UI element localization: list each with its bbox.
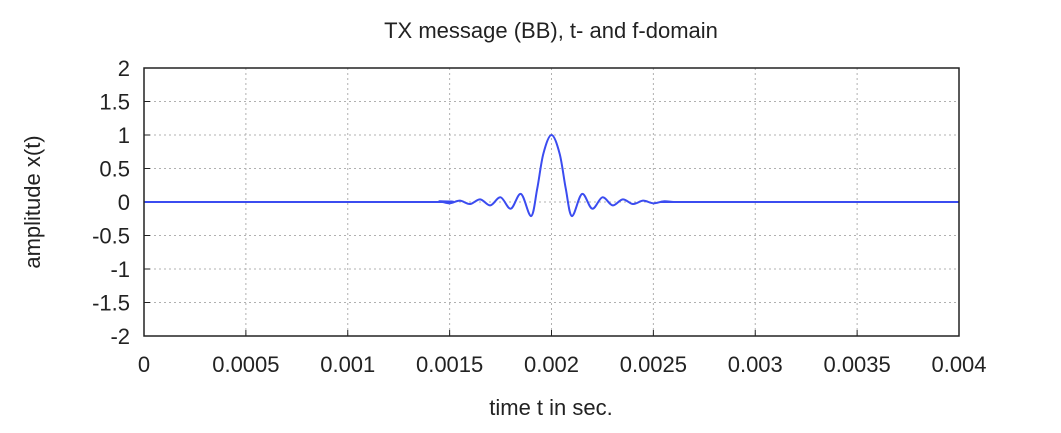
- x-tick-label: 0.001: [320, 352, 375, 377]
- x-tick-label: 0.0025: [620, 352, 687, 377]
- x-axis-ticks: 0 0.0005 0.001 0.0015 0.002 0.0025 0.003 0.0035…: [138, 330, 987, 377]
- y-tick-label: -1: [110, 257, 130, 282]
- x-tick-label: 0: [138, 352, 150, 377]
- y-tick-label: 1: [118, 123, 130, 148]
- x-tick-label: 0.0005: [212, 352, 279, 377]
- x-tick-label: 0.003: [728, 352, 783, 377]
- x-tick-label: 0.0035: [823, 352, 890, 377]
- x-tick-label: 0.0015: [416, 352, 483, 377]
- y-axis-label: amplitude x(t): [20, 135, 45, 268]
- x-tick-label: 0.002: [524, 352, 579, 377]
- x-axis-label: time t in sec.: [489, 395, 612, 420]
- x-tick-label: 0.004: [931, 352, 986, 377]
- chart-title: TX message (BB), t- and f-domain: [384, 18, 718, 43]
- y-tick-label: 0.5: [99, 157, 130, 182]
- y-tick-label: -0.5: [92, 224, 130, 249]
- y-tick-label: 1.5: [99, 90, 130, 115]
- y-tick-label: -1.5: [92, 291, 130, 316]
- plot-frame: [143, 67, 960, 337]
- y-tick-label: 2: [118, 56, 130, 81]
- series-layer: [143, 133, 959, 218]
- y-tick-label: 0: [118, 190, 130, 215]
- y-axis-ticks: 2 1.5 1 0.5 0 -0.5 -1 -1.5 -2: [92, 56, 150, 349]
- series-line-0: [143, 133, 959, 218]
- y-tick-label: -2: [110, 324, 130, 349]
